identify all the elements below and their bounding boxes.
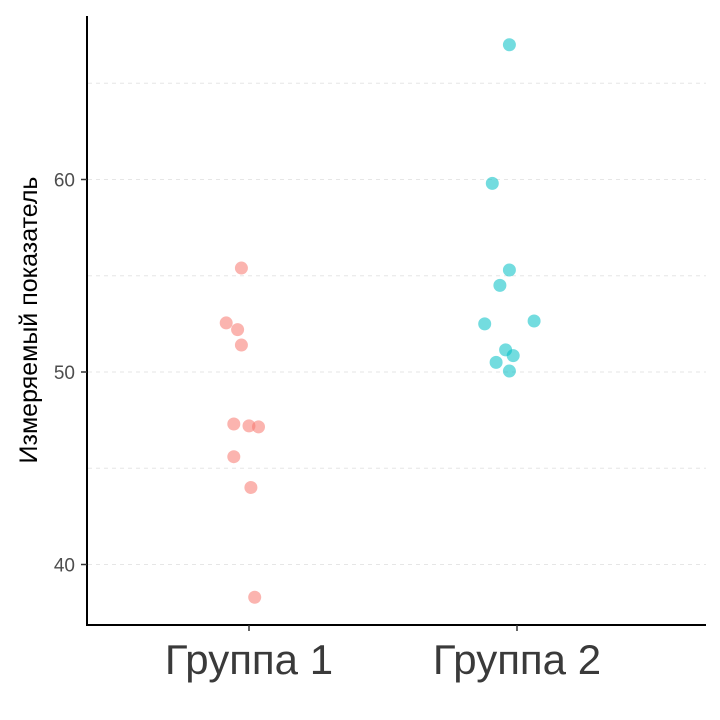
data-point [242,419,256,433]
data-point [502,38,516,52]
data-point [219,316,233,330]
data-point [248,590,262,604]
data-point [502,263,516,277]
data-point [527,314,541,328]
y-axis-title: Измеряемый показатель [15,177,43,464]
ticks: 40 50 60 Группа 1 Группа 2 [54,171,601,684]
data-point [234,338,248,352]
data-point [227,417,241,431]
data-point [244,481,258,494]
data-point [252,420,265,434]
data-point [493,278,507,292]
data-point [502,364,516,378]
data-point [485,176,499,190]
axes [86,16,706,626]
y-tick-label: 60 [54,171,75,192]
data-point [489,355,503,369]
data-point [506,349,520,363]
data-point [227,450,241,464]
data-point [231,323,245,337]
data-points [219,38,541,604]
data-point [234,261,248,275]
x-tick-label: Группа 1 [165,636,333,683]
data-point [478,317,492,331]
x-tick-label: Группа 2 [433,636,601,683]
gridlines [88,82,706,565]
y-tick-label: 40 [54,556,75,577]
y-tick-label: 50 [54,363,75,384]
